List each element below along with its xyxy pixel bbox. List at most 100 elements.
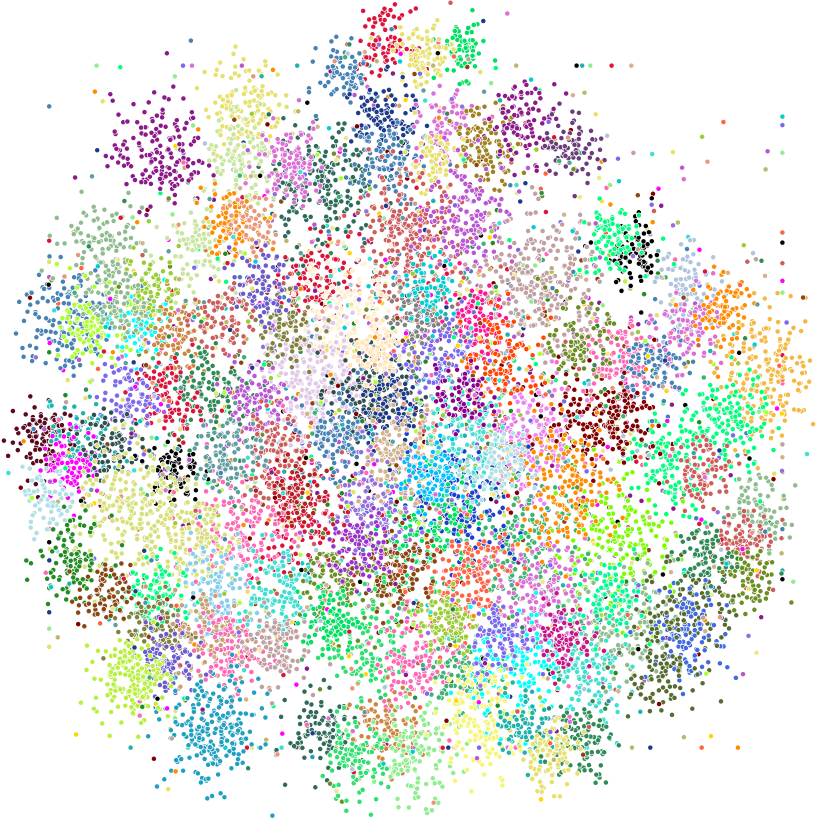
cluster-point bbox=[366, 147, 371, 152]
cluster-point bbox=[215, 129, 220, 134]
cluster-point bbox=[497, 188, 502, 193]
cluster-point bbox=[207, 146, 212, 151]
cluster-point bbox=[775, 291, 780, 296]
cluster-point bbox=[345, 188, 350, 193]
scatter-point bbox=[414, 159, 419, 164]
cluster-point bbox=[457, 47, 462, 52]
scatter-point bbox=[135, 220, 140, 225]
cluster-point bbox=[342, 143, 347, 148]
cluster-point bbox=[500, 178, 505, 183]
scatter-point bbox=[47, 238, 52, 243]
scatter-point bbox=[364, 209, 369, 214]
cluster-point bbox=[596, 239, 601, 244]
cluster-point bbox=[415, 48, 420, 53]
cluster-point bbox=[171, 84, 176, 89]
cluster-point bbox=[364, 163, 369, 168]
cluster-point bbox=[500, 110, 505, 115]
cluster-point bbox=[427, 149, 432, 154]
cluster-point bbox=[623, 255, 628, 260]
scatter-point bbox=[304, 666, 309, 671]
scatter-point bbox=[587, 382, 592, 387]
cluster-point bbox=[729, 362, 734, 367]
cluster-point bbox=[470, 240, 475, 245]
cluster-point bbox=[437, 45, 442, 50]
cluster-point bbox=[541, 241, 546, 246]
cluster-point bbox=[334, 34, 339, 39]
cluster-point bbox=[383, 283, 388, 288]
scatter-point bbox=[207, 196, 212, 201]
cluster-point bbox=[78, 220, 83, 225]
cluster-point bbox=[538, 96, 543, 101]
cluster-point bbox=[568, 256, 573, 261]
cluster-point bbox=[688, 260, 693, 265]
scatter-point bbox=[246, 319, 251, 324]
cluster-point bbox=[272, 149, 277, 154]
cluster-point bbox=[429, 159, 434, 164]
scatter-point bbox=[623, 279, 628, 284]
cluster-point bbox=[294, 153, 299, 158]
cluster-point bbox=[349, 139, 354, 144]
cluster-point bbox=[401, 246, 406, 251]
cluster-point bbox=[586, 172, 591, 177]
cluster-point bbox=[429, 105, 434, 110]
cluster-point bbox=[584, 328, 589, 333]
cluster-point bbox=[463, 262, 468, 267]
scatter-point bbox=[653, 297, 658, 302]
cluster-point bbox=[370, 218, 375, 223]
cluster-point bbox=[371, 249, 376, 254]
cluster-point bbox=[258, 101, 263, 106]
cluster-point bbox=[549, 112, 554, 117]
cluster-point bbox=[431, 91, 436, 96]
cluster-point bbox=[191, 139, 196, 144]
scatter-point bbox=[562, 212, 567, 217]
cluster-point bbox=[410, 236, 415, 241]
cluster-point bbox=[272, 159, 277, 164]
cluster-point bbox=[514, 126, 519, 131]
cluster-point bbox=[358, 195, 363, 200]
cluster-point bbox=[610, 221, 615, 226]
cluster-point bbox=[405, 263, 410, 268]
cluster-point bbox=[585, 180, 590, 185]
cluster-point bbox=[361, 248, 366, 253]
cluster-point bbox=[530, 185, 535, 190]
scatter-point bbox=[482, 89, 487, 94]
cluster-point bbox=[400, 41, 405, 46]
scatter-point bbox=[659, 203, 664, 208]
cluster-point bbox=[233, 64, 238, 69]
cluster-point bbox=[544, 162, 549, 167]
cluster-point bbox=[311, 120, 316, 125]
cluster-point bbox=[595, 157, 600, 162]
cluster-point bbox=[408, 127, 413, 132]
cluster-point bbox=[262, 152, 267, 157]
cluster-point bbox=[236, 143, 241, 148]
cluster-point bbox=[230, 155, 235, 160]
cluster-point bbox=[340, 76, 345, 81]
cluster-point bbox=[452, 28, 457, 33]
scatter-point bbox=[132, 468, 137, 473]
cluster-point bbox=[71, 373, 76, 378]
cluster-point bbox=[293, 193, 298, 198]
cluster-point bbox=[635, 231, 640, 236]
scatter-point bbox=[560, 583, 565, 588]
scatter-point bbox=[635, 329, 640, 334]
cluster-point bbox=[34, 345, 39, 350]
cluster-point bbox=[372, 206, 377, 211]
cluster-point bbox=[313, 144, 318, 149]
cluster-point bbox=[711, 255, 716, 260]
cluster-point bbox=[308, 155, 313, 160]
cluster-point bbox=[47, 233, 52, 238]
scatter-point bbox=[216, 279, 221, 284]
cluster-point bbox=[541, 301, 546, 306]
cluster-point bbox=[797, 354, 802, 359]
cluster-point bbox=[251, 145, 256, 150]
cluster-point bbox=[528, 237, 533, 242]
scatter-point bbox=[554, 360, 559, 365]
cluster-point bbox=[512, 172, 517, 177]
scatter-point bbox=[311, 541, 316, 546]
scatter-point bbox=[400, 215, 405, 220]
scatter-point bbox=[490, 240, 495, 245]
scatter-point bbox=[533, 263, 538, 268]
cluster-point bbox=[378, 142, 383, 147]
scatter-point bbox=[296, 544, 301, 549]
cluster-point bbox=[461, 137, 466, 142]
